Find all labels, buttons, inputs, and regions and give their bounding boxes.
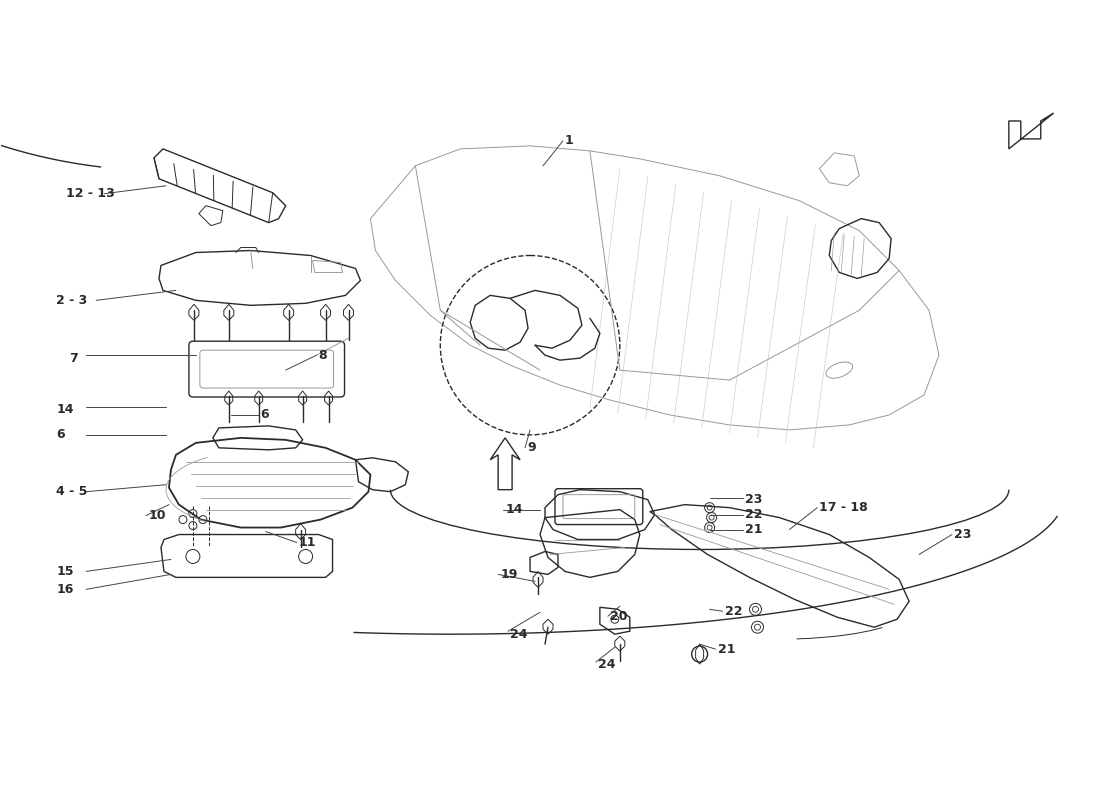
Text: 16: 16 [56, 583, 74, 596]
Polygon shape [1009, 113, 1054, 149]
Text: 6: 6 [56, 428, 65, 442]
Text: 14: 14 [505, 503, 522, 516]
Text: 20: 20 [609, 610, 627, 622]
Text: 10: 10 [148, 509, 166, 522]
Text: 22: 22 [725, 605, 742, 618]
Text: 1: 1 [565, 134, 574, 147]
Text: 8: 8 [319, 349, 327, 362]
Text: 24: 24 [598, 658, 615, 670]
Text: 23: 23 [745, 493, 762, 506]
Text: 4 - 5: 4 - 5 [56, 485, 88, 498]
Text: 12 - 13: 12 - 13 [66, 187, 116, 200]
Text: 21: 21 [745, 523, 762, 536]
Text: 15: 15 [56, 565, 74, 578]
Text: 22: 22 [745, 508, 762, 521]
Text: 24: 24 [510, 628, 528, 641]
Text: 21: 21 [717, 642, 735, 656]
Text: 2 - 3: 2 - 3 [56, 294, 88, 307]
Polygon shape [491, 438, 520, 490]
Text: 14: 14 [56, 403, 74, 417]
Text: 23: 23 [954, 528, 971, 541]
Text: 7: 7 [69, 352, 78, 365]
Text: 11: 11 [298, 536, 316, 549]
Text: 19: 19 [500, 568, 517, 581]
Text: 17 - 18: 17 - 18 [820, 501, 868, 514]
Text: 6: 6 [261, 409, 270, 422]
Text: 9: 9 [527, 442, 536, 454]
